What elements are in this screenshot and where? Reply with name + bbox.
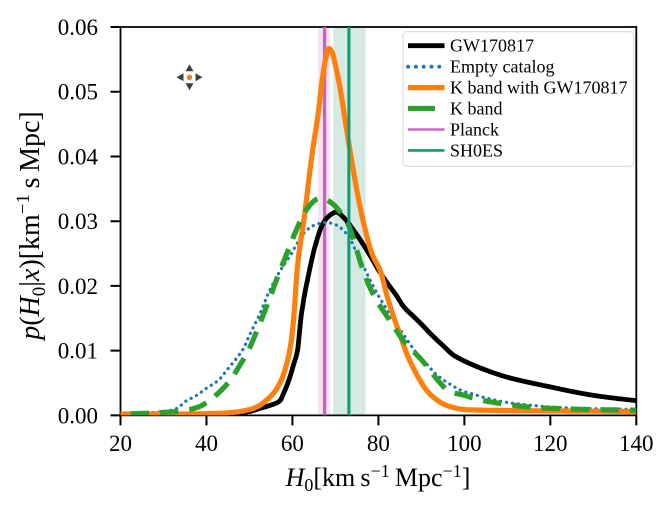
svg-text:140: 140 <box>619 431 654 456</box>
svg-text:0.04: 0.04 <box>58 145 99 170</box>
svg-text:SH0ES: SH0ES <box>450 140 503 160</box>
svg-text:60: 60 <box>281 431 304 456</box>
svg-text:H0[km s−1 Mpc−1]: H0[km s−1 Mpc−1] <box>285 461 471 495</box>
svg-text:Planck: Planck <box>450 120 499 140</box>
svg-text:0.05: 0.05 <box>58 80 98 105</box>
svg-text:0.00: 0.00 <box>58 403 98 428</box>
svg-text:80: 80 <box>367 431 390 456</box>
svg-text:GW170817: GW170817 <box>450 36 534 56</box>
svg-text:40: 40 <box>195 431 218 456</box>
svg-text:0.01: 0.01 <box>58 339 98 364</box>
svg-text:0.03: 0.03 <box>58 209 98 234</box>
svg-text:0.02: 0.02 <box>58 274 98 299</box>
svg-text:20: 20 <box>109 431 132 456</box>
svg-text:K band: K band <box>450 99 503 119</box>
svg-text:100: 100 <box>447 431 482 456</box>
svg-text:0.06: 0.06 <box>58 15 98 40</box>
svg-text:Empty catalog: Empty catalog <box>450 57 554 77</box>
svg-text:K band with GW170817: K band with GW170817 <box>450 78 627 98</box>
svg-text:120: 120 <box>533 431 568 456</box>
svg-text:p(H0|x)[km−1 s Mpc]: p(H0|x)[km−1 s Mpc] <box>13 111 50 342</box>
